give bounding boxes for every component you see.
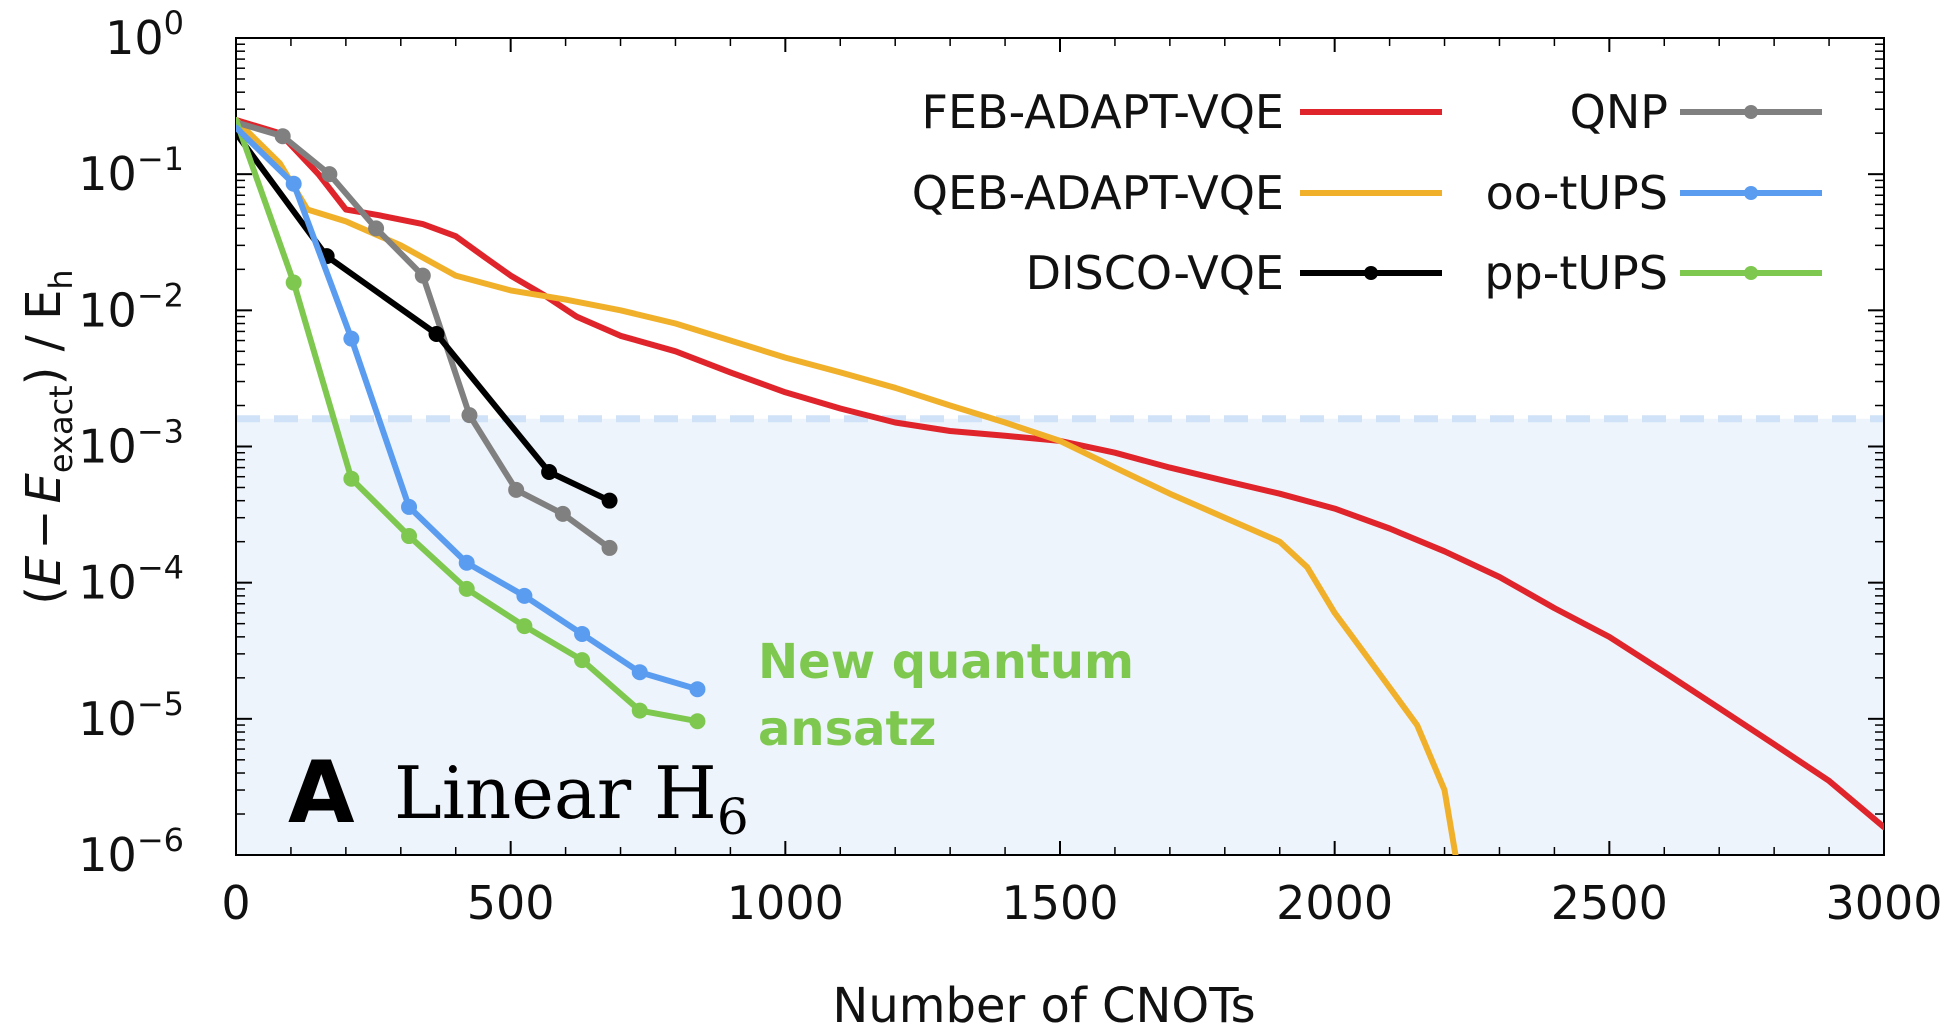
data-point-pp-tups (401, 528, 418, 545)
y-tick-label: 10−6 (78, 821, 184, 882)
data-point-qnp (368, 220, 385, 237)
legend-marker (1364, 266, 1378, 280)
data-point-oo-tups (689, 681, 706, 698)
y-tick-label: 10−4 (78, 549, 184, 610)
data-point-disco-vqe (601, 492, 618, 509)
legend-label: QEB-ADAPT-VQE (912, 166, 1284, 220)
data-point-pp-tups (285, 274, 302, 291)
x-axis-title: Number of CNOTs (832, 978, 1255, 1034)
legend-marker (1744, 186, 1758, 200)
y-tick-label: 10−5 (78, 685, 184, 746)
y-axis-title: (E−Eexact) / Eh (16, 269, 80, 604)
annotation-line-1: New quantum (758, 634, 1134, 690)
x-tick-label: 1500 (1001, 876, 1118, 930)
annotation-line-2: ansatz (758, 701, 936, 757)
series-feb-adapt-vqe (236, 117, 1884, 831)
x-tick-label: 500 (467, 876, 555, 930)
data-point-pp-tups (458, 580, 475, 597)
data-point-oo-tups (343, 330, 360, 347)
legend-marker (1744, 266, 1758, 280)
data-point-pp-tups (343, 470, 360, 487)
legend-marker (1744, 105, 1758, 119)
data-point-qnp (508, 481, 525, 498)
data-point-oo-tups (458, 554, 475, 571)
data-point-qnp (321, 166, 338, 183)
legend: FEB-ADAPT-VQE QEB-ADAPT-VQE DISCO-VQE QNP oo… (912, 85, 1822, 300)
legend-label: FEB-ADAPT-VQE (922, 85, 1284, 139)
x-tick-label: 2000 (1276, 876, 1393, 930)
series-layer (236, 117, 1884, 855)
data-point-pp-tups (689, 713, 706, 730)
legend-item-disco-vqe: DISCO-VQE (1026, 246, 1442, 300)
legend-label: DISCO-VQE (1026, 246, 1284, 300)
panel-label: A (288, 743, 355, 843)
legend-label: QNP (1570, 85, 1668, 139)
data-point-oo-tups (631, 664, 648, 681)
data-point-oo-tups (574, 625, 591, 642)
legend-label: pp-tUPS (1484, 246, 1668, 300)
data-point-qnp (461, 407, 478, 424)
x-ticks: 0 500 1000 1500 2000 2500 3000 (221, 38, 1943, 930)
series-line-feb-adapt-vqe (236, 117, 1884, 831)
data-point-qnp (601, 539, 618, 556)
series-oo-tups (236, 124, 706, 698)
data-point-qnp (554, 505, 571, 522)
data-point-oo-tups (285, 175, 302, 192)
legend-item-qnp: QNP (1570, 85, 1822, 139)
y-tick-label: 10−2 (78, 276, 184, 337)
series-line-qeb-adapt-vqe (236, 117, 1459, 855)
legend-item-qeb-adapt-vqe: QEB-ADAPT-VQE (912, 166, 1442, 220)
legend-item-feb-adapt-vqe: FEB-ADAPT-VQE (922, 85, 1442, 139)
data-point-oo-tups (516, 587, 533, 604)
legend-item-pp-tups: pp-tUPS (1484, 246, 1822, 300)
data-point-pp-tups (631, 702, 648, 719)
panel-title: Linear H6 (394, 751, 749, 846)
series-pp-tups (236, 117, 706, 730)
series-qeb-adapt-vqe (236, 117, 1459, 855)
x-tick-label: 0 (221, 876, 250, 930)
data-point-disco-vqe (541, 463, 558, 480)
y-tick-label: 100 (105, 4, 184, 65)
x-tick-label: 2500 (1551, 876, 1668, 930)
data-point-qnp (274, 128, 291, 145)
x-tick-label: 3000 (1825, 876, 1942, 930)
data-point-disco-vqe (428, 326, 445, 343)
legend-label: oo-tUPS (1486, 166, 1668, 220)
data-point-pp-tups (516, 618, 533, 635)
data-point-qnp (414, 267, 431, 284)
legend-item-oo-tups: oo-tUPS (1486, 166, 1822, 220)
y-tick-label: 10−3 (78, 413, 184, 474)
data-point-pp-tups (574, 652, 591, 669)
y-ticks: 100 10−1 10−2 10−3 10−4 10−5 10−6 (78, 4, 1884, 882)
series-qnp (236, 119, 618, 556)
data-point-oo-tups (401, 498, 418, 515)
y-tick-label: 10−1 (78, 140, 184, 201)
x-tick-label: 1000 (727, 876, 844, 930)
